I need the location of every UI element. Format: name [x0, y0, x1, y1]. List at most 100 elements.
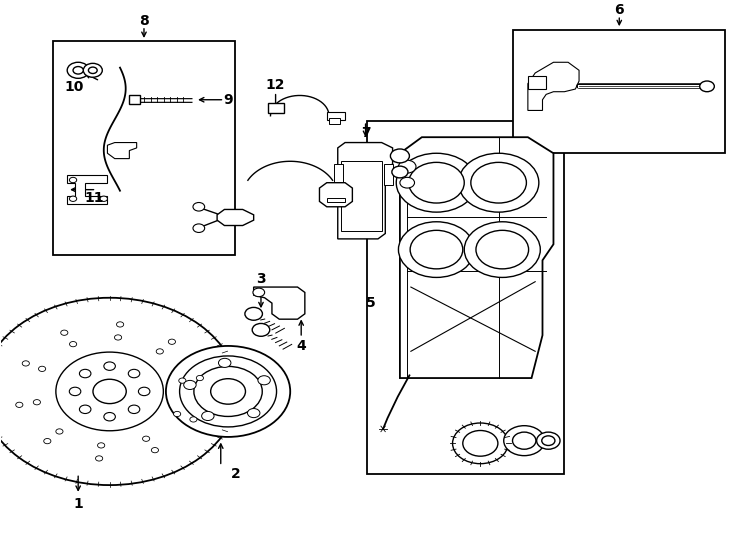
Circle shape	[190, 417, 197, 422]
Circle shape	[156, 349, 164, 354]
Circle shape	[219, 359, 231, 367]
Circle shape	[211, 379, 245, 404]
Text: 7: 7	[360, 126, 371, 140]
Circle shape	[166, 346, 290, 437]
Circle shape	[180, 356, 277, 427]
Circle shape	[73, 66, 83, 74]
Polygon shape	[107, 143, 137, 159]
Text: 3: 3	[256, 272, 266, 286]
Text: 8: 8	[139, 14, 149, 28]
Bar	[341, 161, 382, 231]
Circle shape	[399, 160, 416, 173]
Circle shape	[139, 387, 150, 396]
Circle shape	[410, 231, 463, 269]
Text: 2: 2	[230, 468, 240, 481]
Circle shape	[399, 222, 474, 278]
Circle shape	[168, 339, 175, 345]
Polygon shape	[400, 137, 553, 378]
Circle shape	[202, 411, 214, 421]
Circle shape	[88, 67, 97, 73]
Circle shape	[537, 432, 560, 449]
Bar	[128, 96, 140, 104]
Text: 4: 4	[297, 339, 306, 353]
Bar	[329, 118, 340, 124]
Polygon shape	[68, 174, 107, 204]
Circle shape	[93, 379, 126, 403]
Bar	[327, 198, 345, 202]
Circle shape	[38, 366, 46, 372]
Circle shape	[83, 63, 102, 77]
Circle shape	[69, 387, 81, 396]
Circle shape	[542, 436, 555, 446]
Circle shape	[459, 153, 539, 212]
Bar	[528, 76, 546, 89]
Polygon shape	[217, 210, 254, 226]
Polygon shape	[338, 143, 393, 239]
Circle shape	[258, 376, 270, 385]
Text: 6: 6	[614, 3, 624, 17]
Circle shape	[194, 367, 262, 416]
Polygon shape	[254, 287, 305, 319]
Text: 1: 1	[73, 497, 83, 511]
Text: 10: 10	[65, 80, 84, 94]
Bar	[334, 164, 343, 185]
Circle shape	[184, 380, 196, 389]
Circle shape	[173, 411, 181, 417]
Text: 11: 11	[84, 191, 104, 205]
Circle shape	[115, 335, 122, 340]
Text: 9: 9	[223, 93, 233, 107]
Circle shape	[79, 405, 91, 414]
Circle shape	[463, 430, 498, 456]
Circle shape	[79, 369, 91, 378]
Circle shape	[252, 323, 270, 336]
Circle shape	[409, 163, 464, 203]
Circle shape	[103, 413, 115, 421]
Circle shape	[470, 163, 526, 203]
Circle shape	[98, 443, 105, 448]
Circle shape	[68, 62, 89, 78]
Circle shape	[464, 222, 540, 278]
Circle shape	[22, 361, 29, 366]
Circle shape	[44, 438, 51, 444]
Circle shape	[0, 298, 238, 485]
Circle shape	[390, 149, 410, 163]
Bar	[269, 104, 284, 113]
Circle shape	[476, 231, 528, 269]
Bar	[513, 30, 725, 153]
Circle shape	[128, 405, 139, 414]
Bar	[367, 121, 564, 474]
Circle shape	[700, 81, 714, 92]
Circle shape	[56, 429, 63, 434]
Circle shape	[512, 432, 536, 449]
Circle shape	[70, 341, 76, 347]
Circle shape	[100, 196, 107, 201]
Circle shape	[151, 448, 159, 453]
Circle shape	[196, 375, 203, 381]
Circle shape	[15, 402, 23, 408]
Circle shape	[179, 378, 186, 383]
Circle shape	[70, 196, 77, 201]
Circle shape	[117, 322, 124, 327]
Circle shape	[504, 426, 545, 456]
Circle shape	[103, 362, 115, 370]
Circle shape	[56, 352, 164, 431]
Circle shape	[400, 177, 415, 188]
Polygon shape	[319, 183, 352, 207]
Bar	[53, 41, 236, 255]
Circle shape	[95, 456, 103, 461]
Circle shape	[396, 153, 476, 212]
Circle shape	[128, 369, 139, 378]
Circle shape	[193, 202, 205, 211]
Circle shape	[247, 409, 260, 417]
Bar	[327, 112, 345, 119]
Circle shape	[453, 423, 508, 464]
Text: 12: 12	[266, 78, 286, 92]
Circle shape	[70, 177, 77, 183]
Circle shape	[142, 436, 150, 441]
Text: 5: 5	[366, 296, 376, 310]
Circle shape	[392, 166, 408, 178]
Polygon shape	[528, 62, 579, 111]
Circle shape	[61, 330, 68, 335]
Circle shape	[245, 307, 263, 320]
Circle shape	[253, 288, 265, 296]
